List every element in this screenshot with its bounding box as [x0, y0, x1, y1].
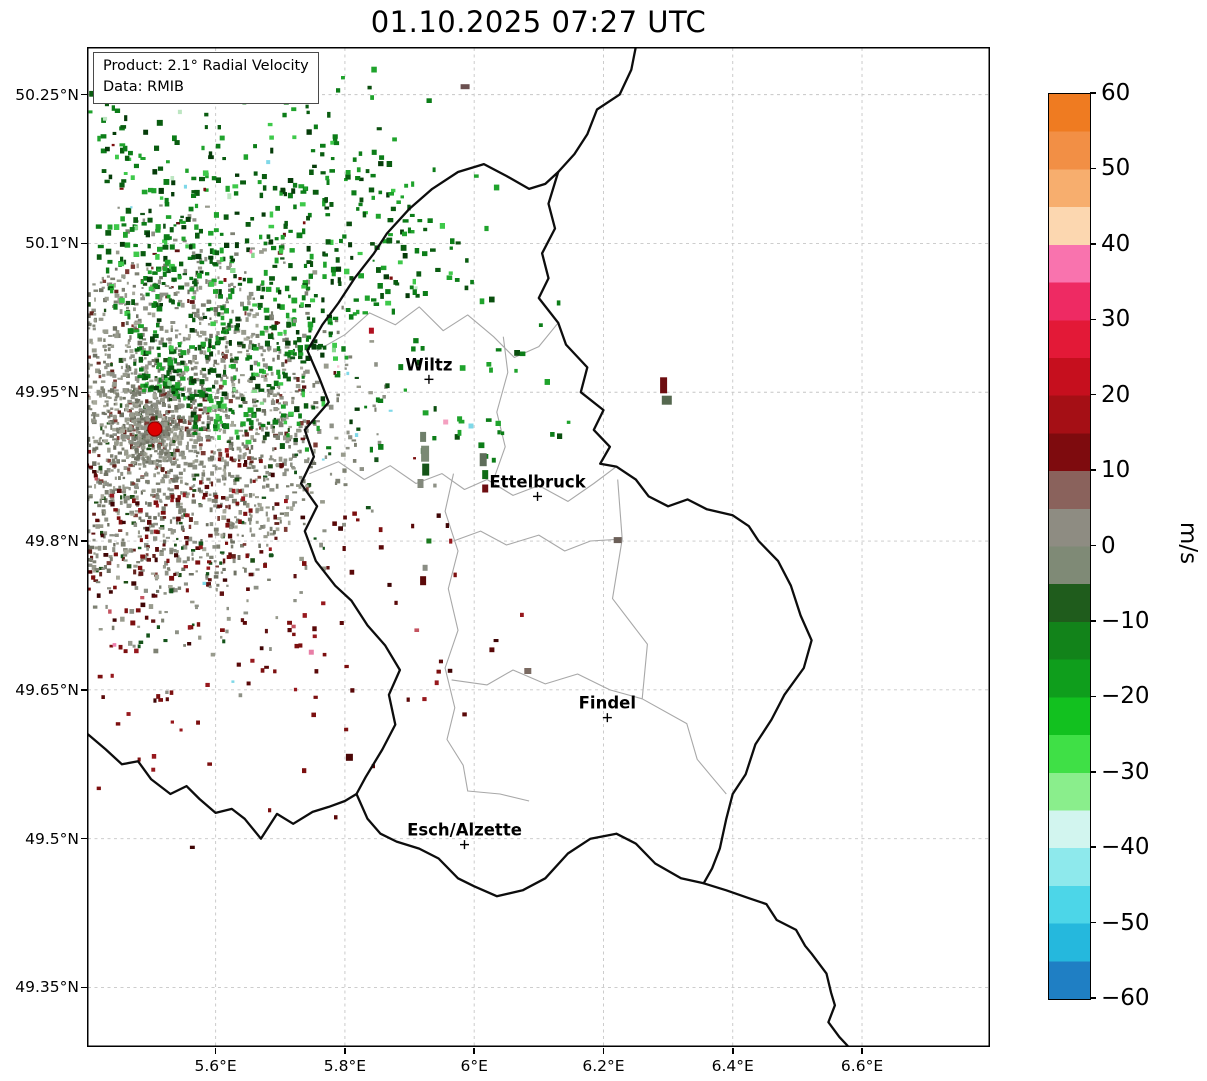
radar-site-marker — [147, 421, 163, 437]
colorbar-tick-label: 50 — [1101, 155, 1131, 182]
x-tick-mark — [473, 1048, 475, 1054]
colorbar-tick-label: 0 — [1101, 532, 1116, 559]
y-tick-label: 49.5°N — [25, 829, 79, 848]
x-tick-label: 6°E — [460, 1057, 488, 1075]
y-tick-label: 50.1°N — [25, 234, 79, 253]
colorbar-tick-mark — [1090, 243, 1096, 245]
external-border — [87, 732, 358, 840]
product-info-box: Product: 2.1° Radial Velocity Data: RMIB — [93, 52, 319, 105]
city-label: Wiltz — [405, 355, 452, 374]
y-tick-label: 49.35°N — [15, 978, 79, 997]
colorbar-tick-mark — [1090, 921, 1096, 924]
x-tick-label: 6.2°E — [582, 1057, 625, 1075]
y-tick-label: 50.25°N — [15, 85, 79, 104]
radar-echo-layer — [87, 66, 672, 849]
data-source-label: Data: RMIB — [103, 79, 184, 96]
x-tick-label: 6.6°E — [840, 1057, 884, 1075]
canton-border — [453, 530, 623, 552]
colorbar-tick-mark — [1090, 997, 1096, 999]
map-canvas: Wiltz Ettelbruck Findel Esch/Alzette — [87, 47, 990, 1047]
canton-border — [451, 669, 643, 700]
y-tick-mark — [81, 986, 87, 989]
y-tick-label: 49.65°N — [15, 680, 79, 699]
colorbar-tick-mark — [1090, 846, 1096, 848]
colorbar-tick-label: 10 — [1101, 457, 1131, 484]
colorbar-tick-label: −30 — [1101, 758, 1150, 785]
y-tick-mark — [81, 540, 87, 542]
canton-border — [611, 479, 727, 795]
figure-title: 01.10.2025 07:27 UTC — [370, 5, 707, 39]
colorbar-tick-mark — [1090, 318, 1096, 321]
canton-border — [493, 336, 509, 480]
x-tick-mark — [214, 1048, 217, 1054]
x-tick-label: 5.6°E — [194, 1057, 237, 1075]
x-tick-mark — [344, 1048, 346, 1054]
colorbar-tick-label: 40 — [1101, 230, 1131, 257]
colorbar-tick-label: −10 — [1101, 607, 1150, 634]
colorbar-tick-label: 30 — [1101, 306, 1131, 333]
x-tick-mark — [732, 1048, 734, 1054]
colorbar-tick-label: −20 — [1101, 683, 1150, 710]
colorbar-unit-label: m/s — [1175, 521, 1201, 565]
colorbar-tick-label: −50 — [1101, 909, 1150, 936]
y-tick-mark — [81, 689, 87, 691]
product-label: Product: 2.1° Radial Velocity — [103, 58, 309, 74]
map-plot: Wiltz Ettelbruck Findel Esch/Alzette Produc… — [87, 47, 990, 1047]
x-tick-mark — [602, 1048, 605, 1054]
y-tick-label: 49.95°N — [15, 383, 79, 402]
canton-border — [309, 461, 617, 502]
colorbar-tick-mark — [1090, 544, 1096, 547]
colorbar-tick-label: −60 — [1101, 985, 1150, 1011]
x-tick-label: 6.4°E — [711, 1057, 754, 1075]
y-tick-mark — [81, 837, 87, 840]
colorbar-tick-mark — [1090, 167, 1096, 170]
colorbar-tick-mark — [1090, 771, 1096, 773]
city-label: Esch/Alzette — [407, 821, 522, 840]
colorbar-tick-label: −40 — [1101, 834, 1150, 861]
colorbar-tick-mark — [1090, 620, 1096, 622]
colorbar-tick-mark — [1090, 469, 1096, 471]
canton-border — [444, 473, 530, 802]
colorbar — [1048, 93, 1091, 1000]
colorbar-tick-label: 60 — [1101, 80, 1131, 106]
country-border — [299, 162, 813, 898]
y-tick-label: 49.8°N — [25, 532, 79, 551]
y-tick-mark — [81, 391, 87, 394]
city-label: Ettelbruck — [489, 472, 586, 491]
external-border — [557, 47, 637, 174]
y-tick-mark — [81, 93, 87, 96]
colorbar-tick-mark — [1090, 92, 1096, 94]
axes-frame — [87, 47, 990, 1047]
colorbar-tick-label: 20 — [1101, 381, 1131, 408]
external-border — [702, 882, 849, 1047]
colorbar-tick-mark — [1090, 695, 1096, 698]
x-tick-mark — [861, 1048, 863, 1054]
x-tick-label: 5.8°E — [323, 1057, 367, 1075]
y-tick-mark — [81, 242, 87, 245]
colorbar-tick-mark — [1090, 393, 1096, 396]
city-label: Findel — [579, 694, 636, 713]
